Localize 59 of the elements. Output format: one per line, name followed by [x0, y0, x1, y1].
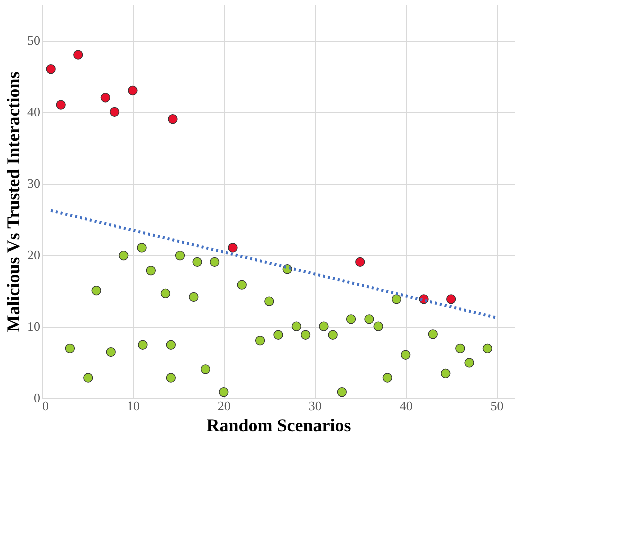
point [46, 64, 56, 74]
point [237, 280, 247, 290]
point [119, 250, 129, 261]
point [192, 257, 202, 268]
point [168, 114, 178, 124]
point [337, 387, 347, 398]
point [464, 358, 474, 368]
y-tick-label: 10 [28, 319, 40, 334]
point [92, 286, 102, 296]
point [328, 330, 338, 340]
y-tick-label: 40 [28, 104, 40, 120]
point [228, 243, 238, 253]
point [274, 330, 284, 340]
point [137, 243, 147, 253]
x-tick-label: 50 [490, 398, 504, 414]
point [166, 340, 176, 350]
point [255, 336, 266, 346]
point [110, 107, 120, 117]
point [166, 373, 176, 383]
point [346, 314, 356, 324]
point [100, 93, 110, 103]
point [138, 340, 148, 350]
point [200, 364, 211, 374]
point [56, 100, 66, 110]
point [392, 294, 402, 304]
point [264, 296, 274, 306]
point [292, 322, 302, 332]
point [300, 330, 311, 340]
point [374, 322, 384, 332]
point [382, 373, 392, 383]
y-tick-label: 30 [28, 176, 40, 192]
point [65, 344, 76, 354]
y-tick-label: 20 [28, 248, 40, 263]
x-tick-label: 30 [308, 398, 322, 414]
point [128, 86, 138, 96]
point [106, 347, 116, 358]
point [210, 257, 220, 268]
point [401, 350, 411, 360]
x-tick-label: 40 [400, 398, 413, 414]
x-tick-label: 10 [126, 398, 140, 414]
point [364, 314, 374, 324]
x-axis-title: Random Scenarios [206, 416, 352, 436]
point [74, 50, 84, 60]
point [428, 330, 438, 340]
y-axis-title: Malicious Vs Trusted Interactions [4, 72, 24, 332]
point [146, 266, 156, 276]
point [189, 292, 199, 302]
point [456, 344, 466, 354]
point [84, 373, 94, 383]
point [446, 294, 456, 304]
point [175, 250, 186, 261]
x-tick-label: 20 [218, 398, 231, 414]
point [482, 344, 493, 354]
point [356, 257, 366, 268]
y-tick-label: 50 [28, 33, 40, 48]
point [219, 387, 229, 398]
point [160, 288, 171, 298]
point [441, 368, 451, 379]
point [319, 322, 329, 332]
